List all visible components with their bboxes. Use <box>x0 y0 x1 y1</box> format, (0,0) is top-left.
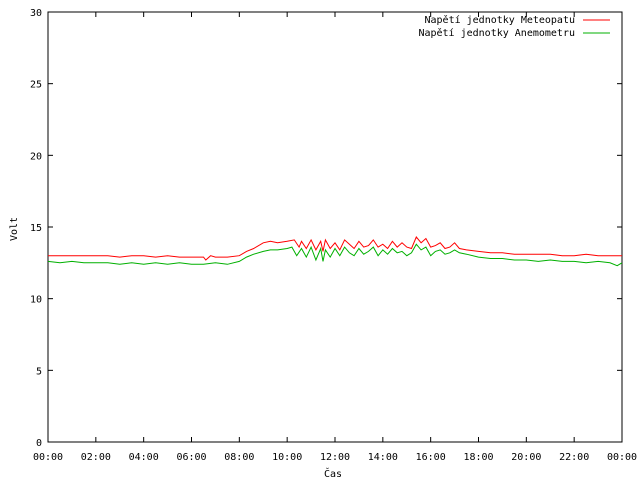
x-tick-label: 16:00 <box>416 452 446 463</box>
legend-label-anemometr: Napětí jednotky Anemometru <box>418 27 575 39</box>
y-tick-label: 20 <box>30 151 42 162</box>
plot-area <box>47 11 623 443</box>
x-tick-label: 22:00 <box>559 452 589 463</box>
x-tick-label: 20:00 <box>511 452 541 463</box>
x-tick-label: 10:00 <box>272 452 302 463</box>
y-tick-label: 5 <box>36 366 42 377</box>
y-tick-label: 0 <box>36 438 42 449</box>
y-axis: 0 5 10 15 20 25 30 <box>30 8 622 449</box>
y-axis-title: Volt <box>9 217 20 241</box>
x-tick-label: 12:00 <box>320 452 350 463</box>
x-tick-label: 04:00 <box>129 452 159 463</box>
x-axis: 00:00 02:00 04:00 06:00 08:00 10:00 12:00 14:00… <box>33 12 637 463</box>
y-tick-label: 30 <box>30 8 42 19</box>
y-tick-label: 10 <box>30 295 42 306</box>
series-layer <box>47 236 623 267</box>
legend: Napětí jednotky Meteopatu Napětí jednotk… <box>418 14 610 39</box>
x-tick-label: 00:00 <box>33 452 63 463</box>
x-tick-label: 14:00 <box>368 452 398 463</box>
y-tick-label: 25 <box>30 80 42 91</box>
x-tick-label: 02:00 <box>81 452 111 463</box>
x-axis-title: Čas <box>324 467 342 480</box>
series-line-meteopat <box>48 236 622 261</box>
series-line-anemometr <box>47 243 623 267</box>
x-tick-label: 18:00 <box>463 452 493 463</box>
x-tick-label: 06:00 <box>176 452 206 463</box>
legend-label-meteopat: Napětí jednotky Meteopatu <box>424 14 575 26</box>
y-tick-label: 15 <box>30 223 42 234</box>
x-tick-label: 00:00 <box>607 452 637 463</box>
x-tick-label: 08:00 <box>224 452 254 463</box>
plot-border <box>47 11 623 443</box>
